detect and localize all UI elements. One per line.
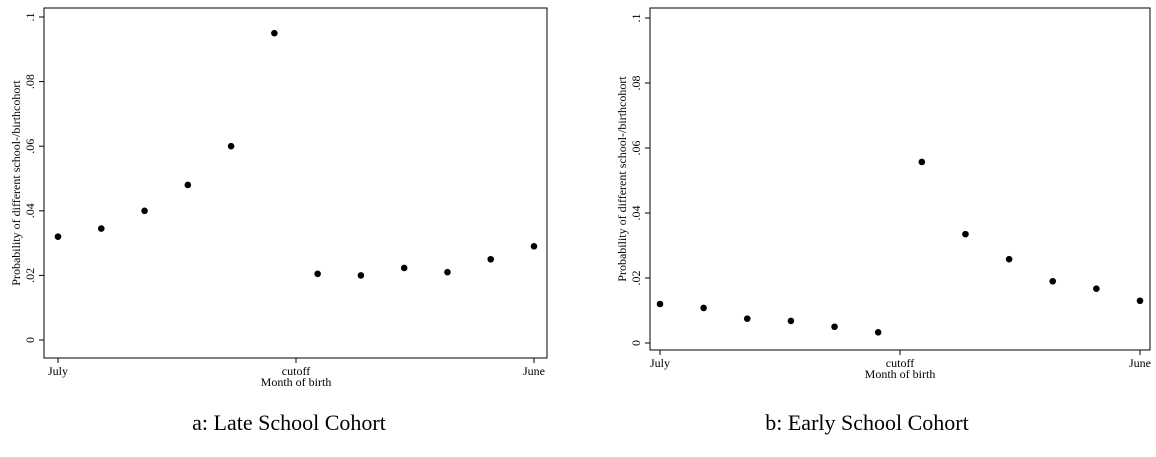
chart-b-point (1005, 255, 1013, 263)
chart-b-x-tick-label: July (650, 356, 670, 370)
chart-a-point (54, 233, 62, 240)
chart-b-y-tick-label: .04 (629, 206, 643, 221)
chart-b-point (1093, 285, 1100, 293)
chart-b-y-tick-label: .1 (629, 14, 643, 23)
chart-a-y-tick-label: 0 (23, 337, 37, 343)
chart-panel-b: 0 .02 .04 .06 .08 .1 July cutoff June Month of bi… (578, 0, 1156, 457)
chart-a-point (227, 142, 235, 150)
chart-a-point (271, 29, 278, 37)
chart-a-plot-frame (43, 7, 548, 359)
chart-a-y-tick-label: .02 (23, 268, 37, 283)
chart-b-y-tick-label: .08 (629, 76, 643, 91)
chart-b-y-axis-title: Probability of different school-/birthco… (615, 76, 629, 282)
chart-b-point (1049, 277, 1057, 285)
chart-b-y-tick-label: .02 (629, 271, 643, 286)
chart-a-y-axis-title: Probability of different school-/birthco… (9, 80, 23, 286)
chart-a-y-tick-label: .1 (23, 13, 37, 22)
chart-a-point (487, 255, 495, 263)
chart-b-caption: b: Early School Cohort (765, 410, 969, 435)
chart-a-point (530, 243, 538, 250)
chart-a-y-tick-label: .04 (23, 203, 37, 218)
chart-a-point (400, 264, 408, 272)
chart-a-caption: a: Late School Cohort (192, 410, 386, 435)
chart-b-point (787, 317, 795, 325)
chart-a-x-axis-title: Month of birth (261, 375, 332, 389)
chart-a-point (97, 225, 105, 232)
chart-b-x-tick-label: June (1129, 356, 1151, 370)
chart-b-x-axis-title: Month of birth (865, 367, 936, 381)
chart-b-svg: 0 .02 .04 .06 .08 .1 July cutoff June Month of bi… (615, 7, 1151, 381)
chart-b-point (743, 315, 751, 322)
chart-b-point (1136, 297, 1144, 305)
chart-b-point (831, 323, 838, 331)
chart-a-point (141, 207, 148, 215)
chart-b-plot-frame (649, 7, 1151, 351)
chart-a-y-tick-label: .06 (23, 139, 37, 154)
chart-a-point (357, 272, 365, 279)
chart-b-point (656, 300, 664, 308)
chart-a-svg: 0 .02 .04 .06 .08 .1 July cutoff June Month of bi… (9, 7, 548, 389)
chart-b-point (700, 304, 707, 312)
chart-b-point (962, 230, 969, 238)
chart-panel-a: 0 .02 .04 .06 .08 .1 July cutoff June Month of bi… (9, 7, 548, 435)
chart-a-x-tick-label: June (523, 364, 545, 378)
chart-b-y-tick-label: .06 (629, 141, 643, 156)
chart-b-point (918, 158, 926, 166)
chart-a-point (444, 268, 451, 276)
chart-a-x-tick-label: cutoff (282, 364, 310, 378)
chart-a-x-tick-label: July (48, 364, 68, 378)
chart-a-point (314, 270, 321, 278)
chart-a-point (184, 181, 192, 189)
chart-b-x-tick-label: cutoff (886, 356, 914, 370)
chart-a-y-tick-label: .08 (23, 74, 37, 89)
chart-b-point (874, 328, 882, 336)
chart-b-y-tick-label: 0 (629, 340, 643, 346)
